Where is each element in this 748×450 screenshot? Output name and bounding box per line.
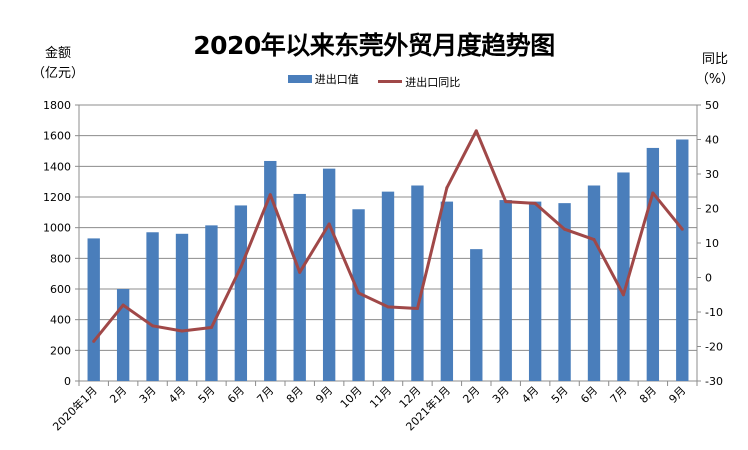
y2-tick-label: -30 bbox=[705, 375, 723, 388]
line-point bbox=[92, 339, 96, 343]
y2-axis-title-line1: 同比 bbox=[701, 52, 728, 67]
line-point bbox=[151, 324, 155, 328]
x-tick-label: 10月 bbox=[338, 384, 365, 411]
y2-tick-label: 10 bbox=[705, 237, 719, 250]
y-axis-title-line2: （亿元） bbox=[31, 66, 84, 81]
bar bbox=[322, 168, 336, 381]
bar bbox=[293, 193, 306, 381]
x-tick-label: 4月 bbox=[519, 384, 541, 406]
x-tick-label: 6月 bbox=[578, 384, 600, 406]
legend-swatch-bar bbox=[287, 75, 312, 83]
bar bbox=[175, 233, 189, 381]
x-tick-label: 8月 bbox=[284, 384, 306, 406]
line-point bbox=[386, 305, 390, 309]
x-tick-label: 4月 bbox=[166, 384, 188, 406]
bar bbox=[381, 191, 395, 381]
chart-title: 2020年以来东莞外贸月度趋势图 bbox=[193, 31, 555, 60]
y-tick-label: 0 bbox=[64, 375, 71, 388]
x-tick-label: 2月 bbox=[460, 384, 482, 406]
x-tick-label: 9月 bbox=[666, 384, 688, 406]
bar bbox=[116, 289, 130, 381]
y-tick-label: 1800 bbox=[43, 99, 71, 112]
x-tick-label: 6月 bbox=[225, 384, 247, 406]
bar bbox=[440, 201, 454, 381]
legend-item-bar: 进出口值 bbox=[287, 71, 359, 87]
line-point bbox=[298, 270, 302, 274]
y2-tick-label: 0 bbox=[705, 272, 712, 285]
legend-label: 进出口同比 bbox=[405, 75, 461, 89]
line-point bbox=[357, 291, 361, 295]
line-point bbox=[651, 191, 655, 195]
y2-tick-label: 30 bbox=[705, 168, 719, 181]
line-point bbox=[680, 227, 684, 231]
x-tick-label: 2020年1月 bbox=[50, 383, 100, 433]
y2-axis-title-line2: （%） bbox=[695, 72, 735, 87]
x-tick-label: 12月 bbox=[397, 384, 424, 411]
line-point bbox=[592, 238, 596, 242]
y2-axis-title: 同比 （%） bbox=[690, 50, 740, 90]
bar bbox=[528, 201, 542, 381]
y-tick-label: 1000 bbox=[43, 222, 71, 235]
bar bbox=[411, 185, 424, 381]
bar bbox=[499, 200, 512, 381]
y-tick-label: 800 bbox=[50, 252, 71, 265]
bar bbox=[264, 160, 277, 381]
line-point bbox=[504, 200, 508, 204]
legend-item-line: 进出口同比 bbox=[378, 74, 460, 90]
y-tick-label: 200 bbox=[50, 344, 71, 357]
y-axis-title-line1: 金额 bbox=[44, 46, 71, 61]
x-tick-label: 5月 bbox=[196, 384, 218, 406]
bar bbox=[646, 147, 660, 381]
bar bbox=[470, 249, 483, 381]
y-axis-title: 金额 （亿元） bbox=[28, 44, 88, 84]
bar bbox=[205, 225, 218, 381]
line-point bbox=[268, 193, 272, 197]
x-tick-label: 11月 bbox=[367, 384, 394, 411]
bar bbox=[617, 172, 630, 381]
y-tick-label: 1400 bbox=[43, 160, 71, 173]
legend-label: 进出口值 bbox=[314, 73, 359, 86]
bar bbox=[234, 205, 248, 381]
x-tick-label: 9月 bbox=[313, 384, 335, 406]
line-point bbox=[180, 329, 184, 333]
y2-tick-label: 50 bbox=[705, 99, 719, 112]
legend-swatch-line bbox=[378, 80, 403, 83]
line-point bbox=[121, 303, 125, 307]
y-tick-label: 1600 bbox=[43, 130, 71, 143]
x-tick-label: 7月 bbox=[608, 384, 630, 406]
line-point bbox=[209, 326, 213, 330]
bar bbox=[87, 238, 100, 381]
y2-tick-label: 40 bbox=[705, 134, 719, 147]
bar bbox=[352, 209, 365, 381]
line-point bbox=[533, 201, 537, 205]
y2-tick-label: 20 bbox=[705, 203, 719, 216]
y-tick-label: 1200 bbox=[43, 191, 71, 204]
y2-tick-label: -20 bbox=[705, 341, 723, 354]
bar bbox=[558, 203, 571, 381]
line-point bbox=[327, 222, 331, 226]
x-tick-label: 3月 bbox=[490, 384, 512, 406]
y-tick-label: 400 bbox=[50, 314, 71, 327]
line-point bbox=[415, 307, 419, 311]
line-point bbox=[474, 129, 478, 133]
x-tick-label: 2月 bbox=[107, 384, 129, 406]
y2-tick-label: -10 bbox=[705, 306, 723, 319]
legend: 进出口值 进出口同比 bbox=[0, 71, 748, 90]
x-tick-label: 5月 bbox=[549, 384, 571, 406]
line-point bbox=[239, 265, 243, 269]
x-tick-label: 7月 bbox=[254, 384, 276, 406]
x-tick-label: 3月 bbox=[137, 384, 159, 406]
line-point bbox=[621, 293, 625, 297]
bar bbox=[146, 232, 159, 381]
line-point bbox=[563, 227, 567, 231]
bar bbox=[587, 185, 601, 381]
x-tick-label: 8月 bbox=[637, 384, 659, 406]
bar bbox=[676, 139, 689, 381]
line-point bbox=[445, 186, 449, 190]
y-tick-label: 600 bbox=[50, 283, 71, 296]
